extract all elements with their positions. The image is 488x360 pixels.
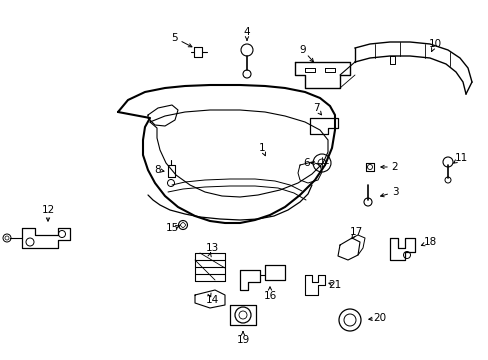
Text: 8: 8: [154, 165, 161, 175]
Text: 15: 15: [165, 223, 178, 233]
Text: 3: 3: [391, 187, 398, 197]
Text: 16: 16: [263, 291, 276, 301]
Text: 4: 4: [243, 27, 250, 37]
Text: 1: 1: [258, 143, 265, 153]
Text: 2: 2: [391, 162, 398, 172]
Text: 5: 5: [171, 33, 178, 43]
Text: 20: 20: [373, 313, 386, 323]
Text: 11: 11: [453, 153, 467, 163]
Text: 21: 21: [328, 280, 341, 290]
Text: 13: 13: [205, 243, 218, 253]
Text: 7: 7: [312, 103, 319, 113]
Text: 12: 12: [41, 205, 55, 215]
Text: 6: 6: [303, 158, 310, 168]
Text: 19: 19: [236, 335, 249, 345]
Text: 9: 9: [299, 45, 305, 55]
Text: 14: 14: [205, 295, 218, 305]
Text: 10: 10: [427, 39, 441, 49]
Text: 18: 18: [423, 237, 436, 247]
Text: 17: 17: [348, 227, 362, 237]
